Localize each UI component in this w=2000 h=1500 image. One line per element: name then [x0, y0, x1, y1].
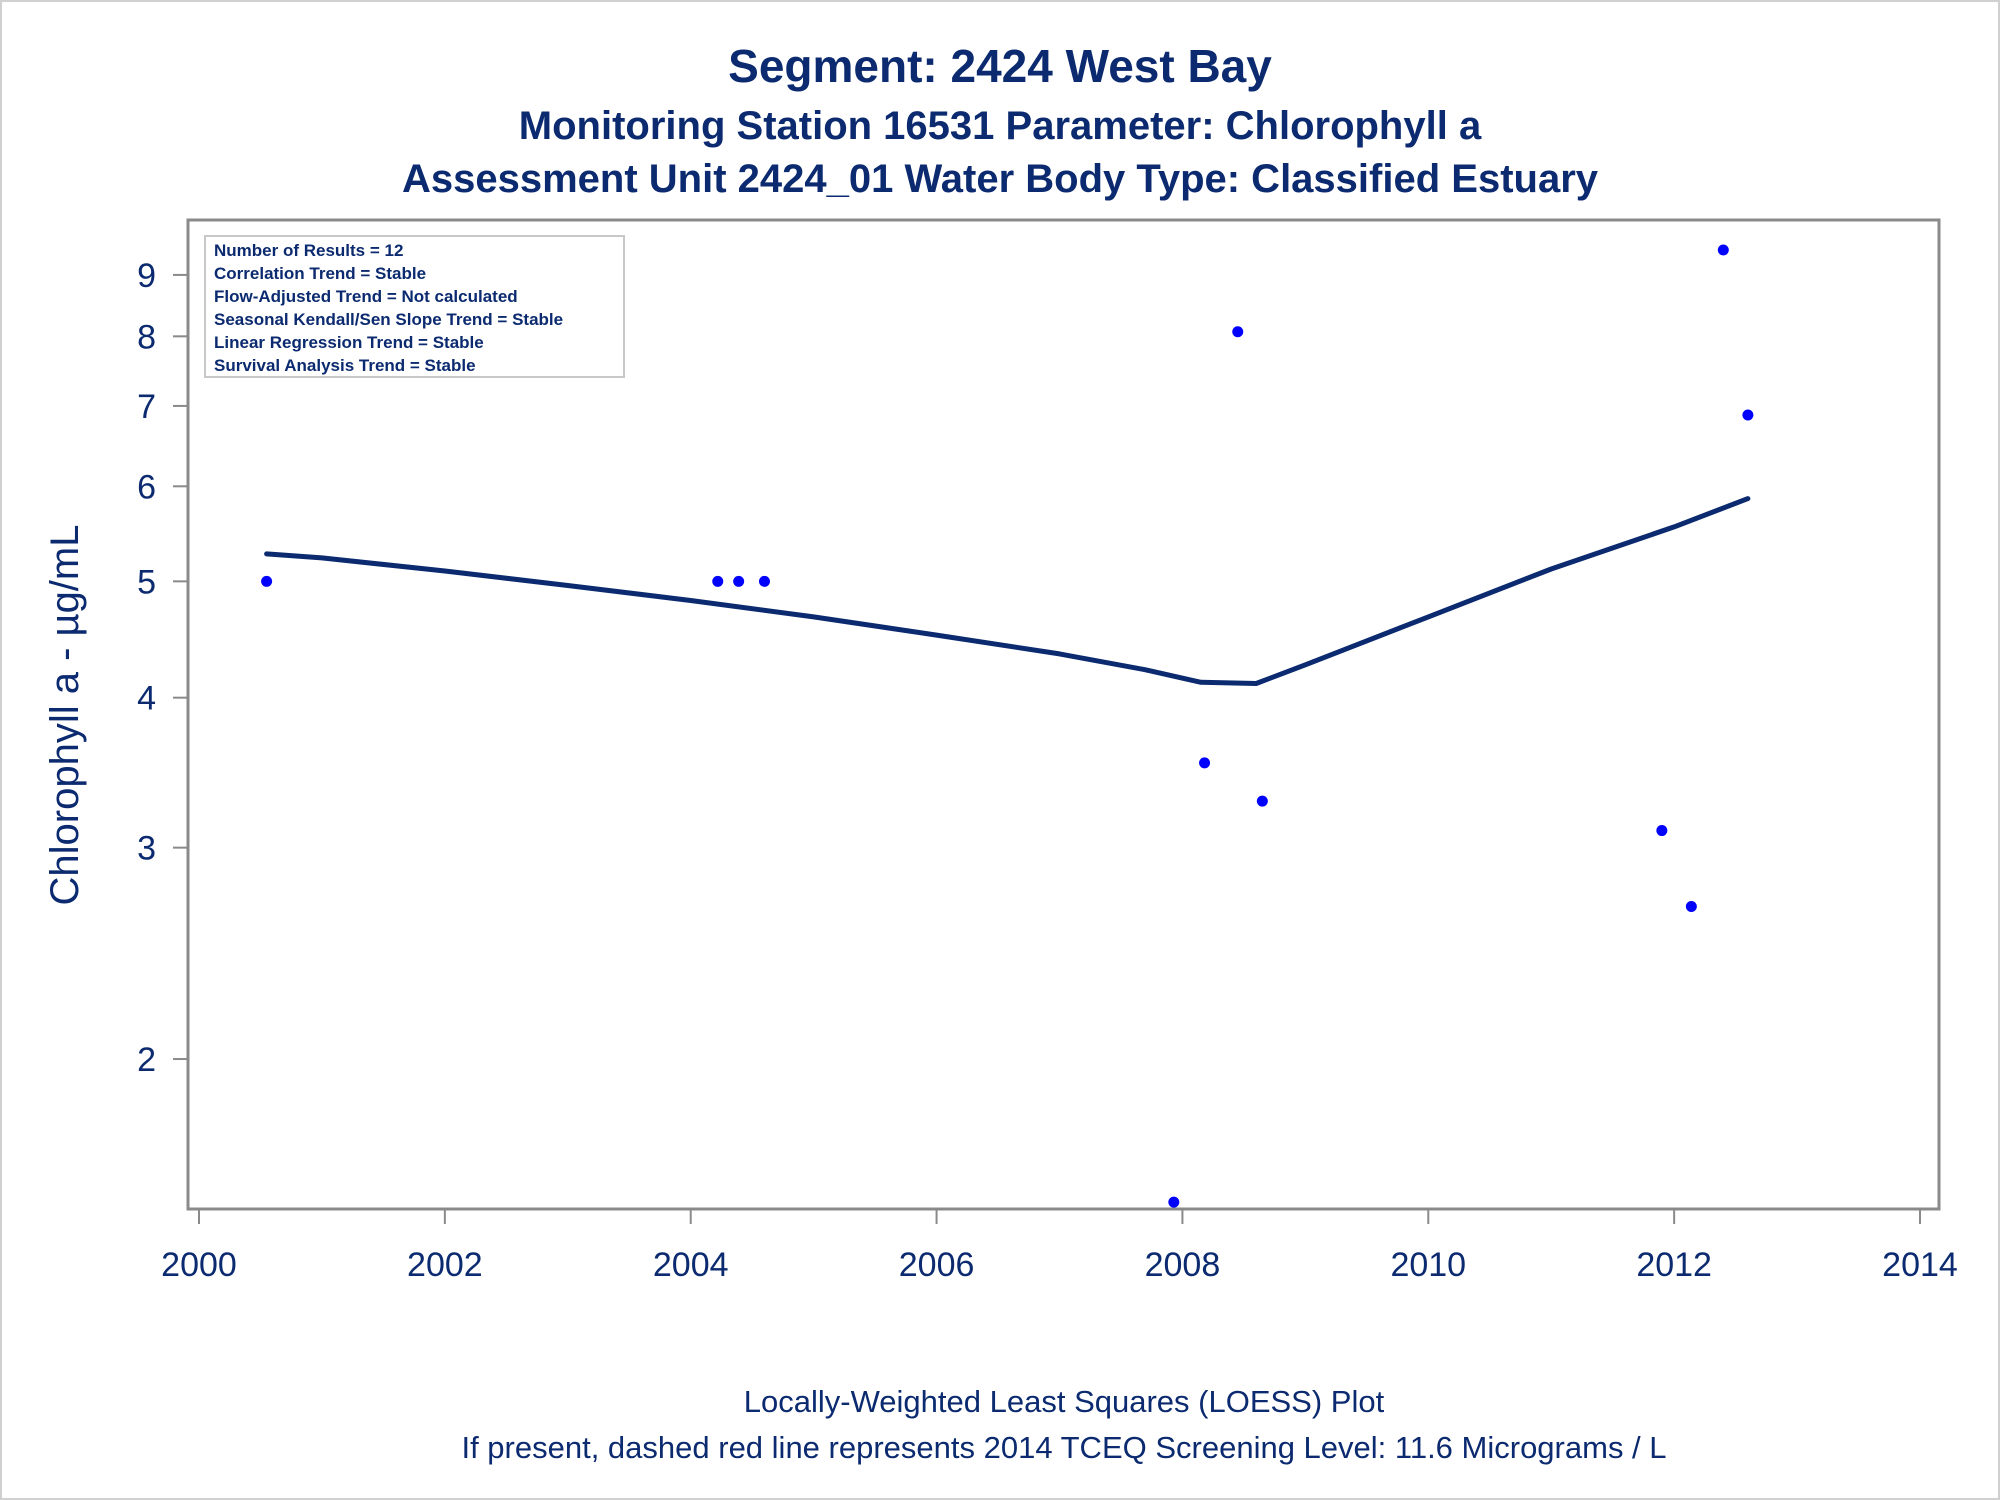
x-tick-label: 2014: [1882, 1246, 1958, 1284]
data-point: [712, 575, 724, 587]
y-tick-label: 2: [137, 1041, 156, 1079]
data-point: [758, 575, 770, 587]
data-point: [1256, 795, 1268, 807]
data-point: [1717, 244, 1729, 256]
data-point: [1656, 825, 1668, 837]
trend-summary-line: Flow-Adjusted Trend = Not calculated: [214, 287, 518, 306]
data-point: [1742, 409, 1754, 421]
trend-summary-line: Number of Results = 12: [214, 241, 403, 260]
y-tick-label: 9: [137, 257, 156, 295]
x-axis: 2000 2002 2004 2006 2008 2010 2012 2014: [161, 1209, 1958, 1284]
chart-subtitle-2: Assessment Unit 2424_01 Water Body Type:…: [402, 157, 1599, 201]
data-point: [1685, 900, 1697, 912]
data-point: [1232, 326, 1244, 338]
loess-series: [264, 496, 1751, 686]
y-tick-label: 8: [137, 318, 156, 356]
x-tick-label: 2008: [1145, 1246, 1221, 1284]
trend-summary-border: [204, 235, 625, 378]
footnote-screening-level: If present, dashed red line represents 2…: [461, 1430, 1666, 1465]
data-points-series: [261, 244, 1754, 1208]
plot-area: [186, 218, 1941, 1211]
loess-line: [264, 496, 1751, 686]
y-tick-label: 6: [137, 468, 156, 506]
x-tick-label: 2004: [653, 1246, 729, 1284]
data-point: [261, 575, 273, 587]
trend-summary-line: Correlation Trend = Stable: [214, 264, 426, 283]
trend-summary-line: Survival Analysis Trend = Stable: [214, 356, 476, 375]
chart-title: Segment: 2424 West Bay: [728, 40, 1272, 92]
y-axis-label: Chlorophyll a - µg/mL: [43, 525, 87, 906]
y-tick-label: 4: [137, 680, 156, 718]
x-tick-label: 2012: [1636, 1246, 1712, 1284]
trend-summary-line: Linear Regression Trend = Stable: [214, 333, 484, 352]
data-point: [1199, 757, 1211, 769]
data-point: [1168, 1196, 1180, 1208]
footnote-method: Locally-Weighted Least Squares (LOESS) P…: [744, 1384, 1385, 1419]
x-tick-label: 2002: [407, 1246, 483, 1284]
x-tick-label: 2000: [161, 1246, 237, 1284]
data-point: [733, 575, 745, 587]
chart-subtitle: Monitoring Station 16531 Parameter: Chlo…: [519, 104, 1482, 148]
y-tick-label: 7: [137, 388, 156, 426]
y-axis: 2 3 4 5 6 7 8 9: [137, 257, 188, 1079]
x-tick-label: 2006: [899, 1246, 975, 1284]
trend-summary-line: Seasonal Kendall/Sen Slope Trend = Stabl…: [214, 310, 563, 329]
y-tick-label: 3: [137, 830, 156, 868]
trend-summary-box: Number of Results = 12 Correlation Trend …: [204, 235, 625, 378]
y-tick-label: 5: [137, 563, 156, 601]
x-tick-label: 2010: [1390, 1246, 1466, 1284]
